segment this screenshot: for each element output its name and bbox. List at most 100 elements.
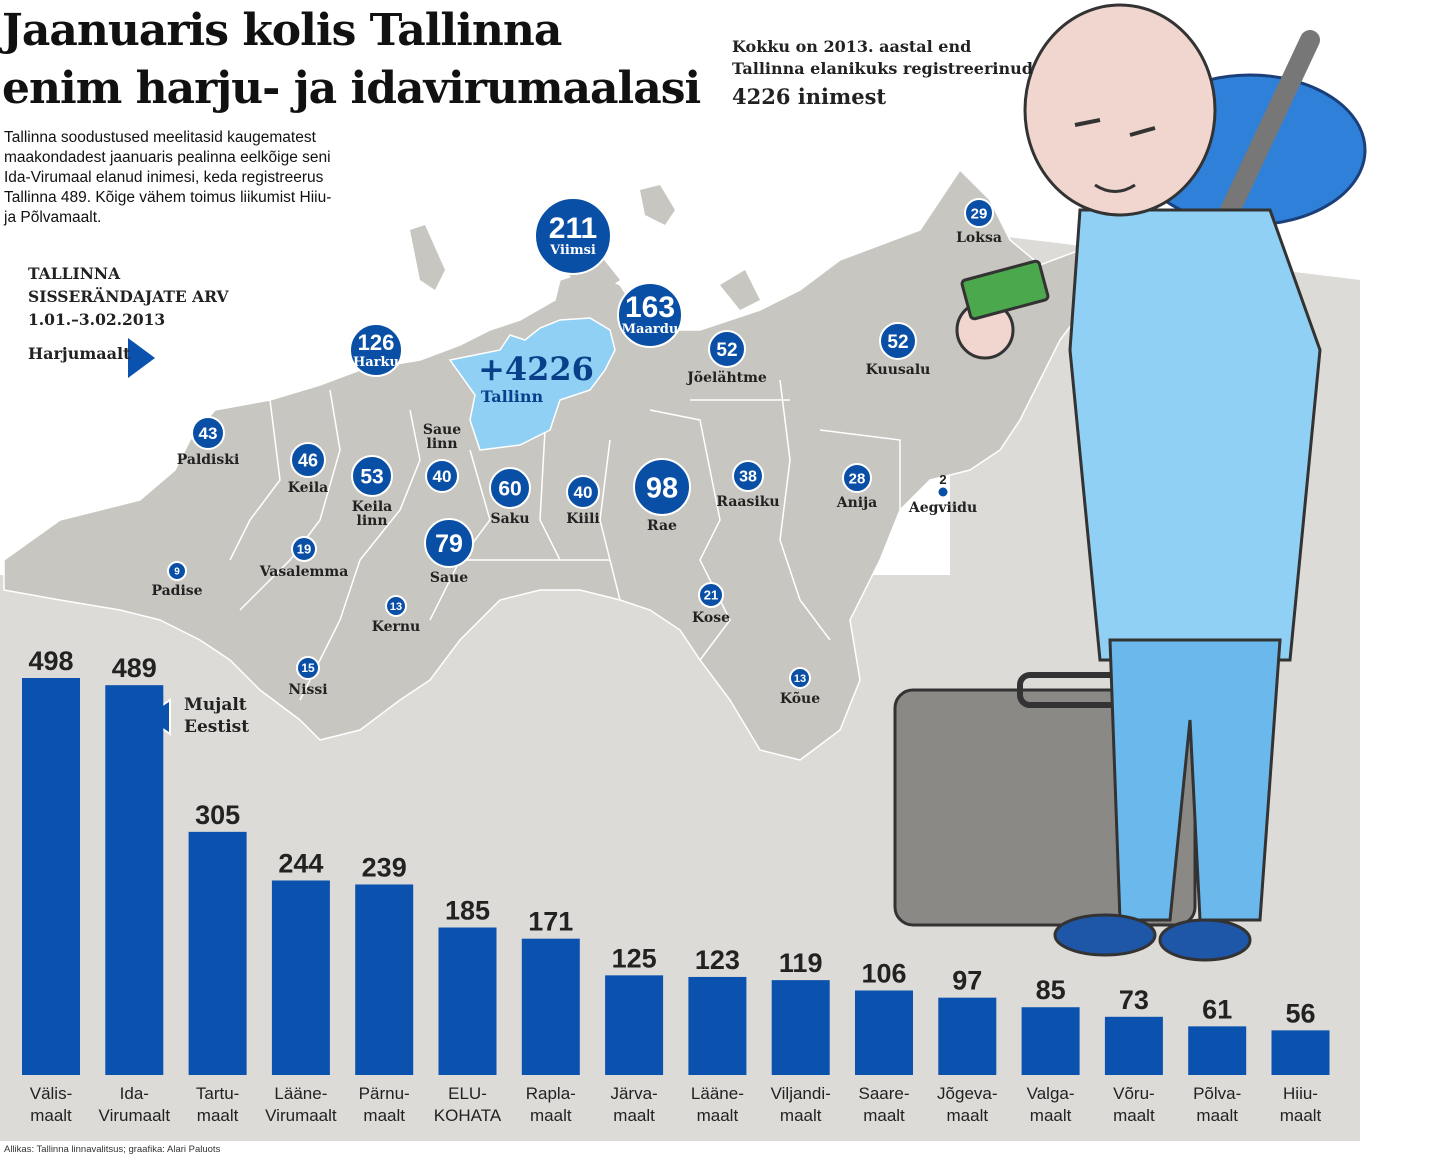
green-card — [960, 259, 1050, 321]
place-value: 98 — [646, 473, 678, 505]
category-label: maalt — [1113, 1106, 1155, 1125]
place-value: 52 — [716, 340, 737, 361]
place-value: 21 — [704, 588, 718, 603]
bar-4 — [355, 884, 414, 1075]
bar-value-label: 239 — [362, 852, 407, 882]
mujalt-line1: Mujalt — [184, 695, 247, 715]
place-name: Vasalemma — [259, 564, 349, 580]
intro-text: Tallinna soodustused meelitasid kaugemat… — [4, 128, 374, 228]
place-bubble — [296, 656, 320, 680]
bar-value-label: 97 — [952, 966, 982, 996]
place-name: Padise — [151, 583, 202, 599]
place-value: 40 — [433, 467, 452, 486]
shirt — [1068, 208, 1322, 662]
bar-value-label: 123 — [695, 945, 740, 975]
place-bubble — [385, 595, 407, 617]
bar-value-label: 498 — [28, 646, 73, 676]
bar-value-label: 61 — [1202, 994, 1232, 1024]
category-label: Virumaalt — [99, 1106, 171, 1125]
category-label: ELU- — [448, 1084, 487, 1103]
place-bubble — [617, 282, 683, 348]
bar-11 — [938, 997, 997, 1075]
bar-value-label: 305 — [195, 800, 240, 830]
category-label: Viljandi- — [771, 1084, 831, 1103]
bar-value-label: 244 — [278, 848, 323, 878]
place-name: Keila — [352, 499, 392, 515]
harjumaalt-label: Harjumaalt — [28, 344, 131, 363]
category-label: maalt — [1280, 1106, 1322, 1125]
place-value: 211 — [549, 212, 597, 245]
bar-10 — [855, 990, 913, 1075]
place-bubble — [879, 322, 917, 360]
harjumaa-land — [3, 168, 1091, 761]
category-label: maalt — [780, 1106, 822, 1125]
place-bubble — [937, 486, 949, 498]
head — [1023, 3, 1217, 217]
mujalt-line2: Eestist — [184, 717, 250, 737]
category-label: Ida- — [120, 1084, 149, 1103]
place-value: 13 — [390, 601, 402, 613]
place-name: Saku — [490, 511, 529, 527]
place-value: 13 — [794, 673, 806, 685]
place-value: 28 — [849, 470, 866, 487]
category-label: Lääne- — [274, 1084, 327, 1103]
place-bubble — [566, 475, 600, 509]
mouth — [1094, 183, 1136, 193]
place-name: Keila — [288, 480, 328, 496]
place-name: Raasiku — [716, 494, 779, 510]
eyes — [1074, 118, 1156, 137]
place-value: 53 — [360, 466, 383, 489]
category-label: Välis- — [30, 1084, 73, 1103]
tallinn-area — [448, 317, 616, 451]
category-label: maalt — [30, 1106, 72, 1125]
place-value: 43 — [199, 424, 218, 443]
place-bubble — [424, 518, 474, 568]
place-bubble — [534, 197, 612, 275]
page-title-line1: Jaanuaris kolis Tallinna — [2, 5, 562, 56]
intro-line: Ida-Virumaal elanud inimesi, keda regist… — [4, 169, 324, 186]
place-name: Kose — [692, 610, 730, 626]
bar-14 — [1188, 1026, 1247, 1075]
bar-value-label: 171 — [528, 907, 573, 937]
bar-3 — [271, 880, 330, 1075]
bar-2 — [188, 831, 247, 1075]
category-label: Põlva- — [1193, 1084, 1241, 1103]
bar-value-label: 185 — [445, 896, 490, 926]
place-name: Kernu — [372, 619, 421, 635]
bar-value-label: 56 — [1285, 998, 1315, 1028]
subtitle-line2: SISSERÄNDAJATE ARV — [28, 287, 229, 306]
category-label: Järva- — [610, 1084, 657, 1103]
bar-5 — [438, 927, 497, 1075]
place-name: linn — [357, 513, 388, 529]
category-label: maalt — [613, 1106, 655, 1125]
tallinn-value: +4226 — [478, 350, 594, 388]
place-name: Saue — [430, 570, 468, 586]
total-note: Kokku on 2013. aastal end Tallinna elani… — [732, 36, 1033, 114]
island-2 — [720, 270, 760, 310]
total-note-line3: 4226 inimest — [732, 84, 887, 109]
place-bubble — [191, 416, 225, 450]
place-name: Aegviidu — [908, 500, 977, 516]
bar-8 — [688, 976, 747, 1075]
island-1 — [640, 185, 675, 225]
place-name: Loksa — [956, 230, 1002, 246]
place-bubble — [633, 458, 691, 516]
place-bubble — [708, 330, 746, 368]
place-bubble — [349, 323, 403, 377]
place-name: Kuusalu — [866, 362, 931, 378]
category-label: Pärnu- — [359, 1084, 410, 1103]
bar-value-label: 85 — [1036, 975, 1066, 1005]
place-value: 9 — [174, 566, 180, 577]
category-label: Tartu- — [196, 1084, 239, 1103]
place-value: 15 — [301, 661, 315, 675]
left-shoe — [1053, 913, 1157, 957]
place-value: 163 — [625, 291, 675, 324]
bar-1 — [105, 685, 164, 1075]
place-name: Saue — [423, 422, 461, 438]
place-bubble — [291, 536, 317, 562]
place-value: 29 — [971, 205, 988, 222]
place-value: 38 — [739, 469, 757, 486]
category-label: Saare- — [858, 1084, 909, 1103]
